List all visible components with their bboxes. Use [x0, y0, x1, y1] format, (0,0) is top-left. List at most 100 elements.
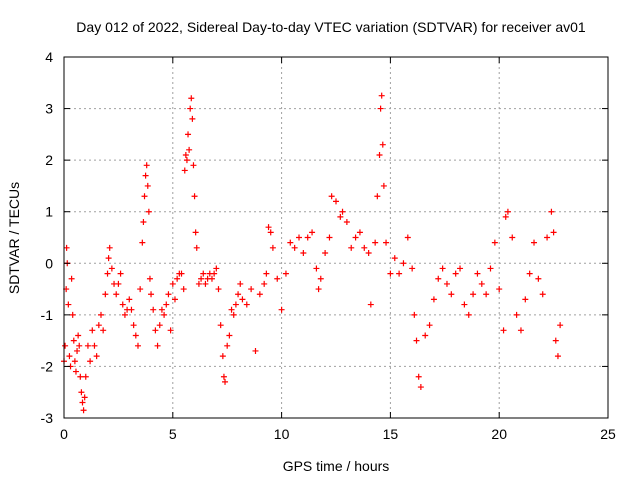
- data-point: [404, 234, 411, 241]
- data-point: [174, 275, 181, 282]
- data-point: [213, 265, 220, 272]
- data-point: [470, 291, 477, 298]
- data-point: [169, 280, 176, 287]
- data-point: [430, 296, 437, 303]
- y-tick-label: -3: [41, 410, 54, 426]
- data-point: [87, 358, 94, 365]
- data-point: [102, 291, 109, 298]
- data-point: [68, 275, 75, 282]
- data-point: [154, 342, 161, 349]
- data-point: [198, 275, 205, 282]
- data-point: [278, 306, 285, 313]
- data-point: [287, 239, 294, 246]
- data-point: [232, 301, 239, 308]
- data-point: [230, 311, 237, 318]
- data-point: [326, 234, 333, 241]
- data-point: [513, 311, 520, 318]
- data-point: [522, 296, 529, 303]
- data-point: [106, 244, 113, 251]
- data-point: [190, 162, 197, 169]
- data-point: [465, 311, 472, 318]
- data-point: [461, 301, 468, 308]
- axis-ticks: 0 5 10 15 20 25 -3 -2 -1 0 1 2 3 4: [41, 49, 616, 442]
- data-point: [71, 358, 78, 365]
- data-point: [237, 280, 244, 287]
- x-axis-label: GPS time / hours: [283, 458, 390, 474]
- data-point: [417, 384, 424, 391]
- data-point: [143, 162, 150, 169]
- data-point: [304, 234, 311, 241]
- data-point: [422, 332, 429, 339]
- data-point: [81, 394, 88, 401]
- data-point: [483, 291, 490, 298]
- data-point: [539, 291, 546, 298]
- data-point: [144, 182, 151, 189]
- data-point: [75, 332, 82, 339]
- data-point: [252, 347, 259, 354]
- y-tick-label: -1: [41, 307, 54, 323]
- y-tick-label: 1: [45, 204, 53, 220]
- data-point: [269, 244, 276, 251]
- data-point: [150, 306, 157, 313]
- data-point: [189, 115, 196, 122]
- data-point: [119, 301, 126, 308]
- x-tick-label: 20: [491, 426, 507, 442]
- x-tick-label: 10: [274, 426, 290, 442]
- data-point: [517, 327, 524, 334]
- data-point: [80, 407, 87, 414]
- data-point: [130, 322, 137, 329]
- data-point: [220, 373, 227, 380]
- data-point: [548, 208, 555, 215]
- data-point: [113, 291, 120, 298]
- y-tick-label: 2: [45, 152, 53, 168]
- data-point: [300, 249, 307, 256]
- data-point: [182, 151, 189, 158]
- data-point: [183, 157, 190, 164]
- data-point: [248, 286, 255, 293]
- data-point: [91, 342, 98, 349]
- data-point: [82, 373, 89, 380]
- data-point: [63, 244, 70, 251]
- data-point: [491, 239, 498, 246]
- data-point: [557, 322, 564, 329]
- data-point: [76, 342, 83, 349]
- data-point: [66, 353, 73, 360]
- data-point: [115, 280, 122, 287]
- data-point: [105, 255, 112, 262]
- data-point: [261, 280, 268, 287]
- data-point: [377, 105, 384, 112]
- data-point: [274, 275, 281, 282]
- data-point: [185, 131, 192, 138]
- y-tick-label: 3: [45, 101, 53, 117]
- data-point: [69, 311, 76, 318]
- data-point: [228, 306, 235, 313]
- data-point: [265, 224, 272, 231]
- data-point: [235, 291, 242, 298]
- data-point: [139, 239, 146, 246]
- data-point: [374, 193, 381, 200]
- data-point: [70, 337, 77, 344]
- data-point: [192, 229, 199, 236]
- data-point: [435, 275, 442, 282]
- y-tick-label: 0: [45, 255, 53, 271]
- data-point: [474, 270, 481, 277]
- data-point: [72, 368, 79, 375]
- y-tick-label: 4: [45, 49, 53, 65]
- data-point: [140, 219, 147, 226]
- data-point: [152, 327, 159, 334]
- data-point: [291, 244, 298, 251]
- data-point: [415, 373, 422, 380]
- data-point: [224, 342, 231, 349]
- x-tick-label: 5: [169, 426, 177, 442]
- data-point: [134, 342, 141, 349]
- data-point: [167, 327, 174, 334]
- data-point: [478, 280, 485, 287]
- data-point: [502, 213, 509, 220]
- data-point: [400, 260, 407, 267]
- data-point: [121, 311, 128, 318]
- data-point: [448, 291, 455, 298]
- data-point: [222, 378, 229, 385]
- data-point: [202, 280, 209, 287]
- data-point: [380, 182, 387, 189]
